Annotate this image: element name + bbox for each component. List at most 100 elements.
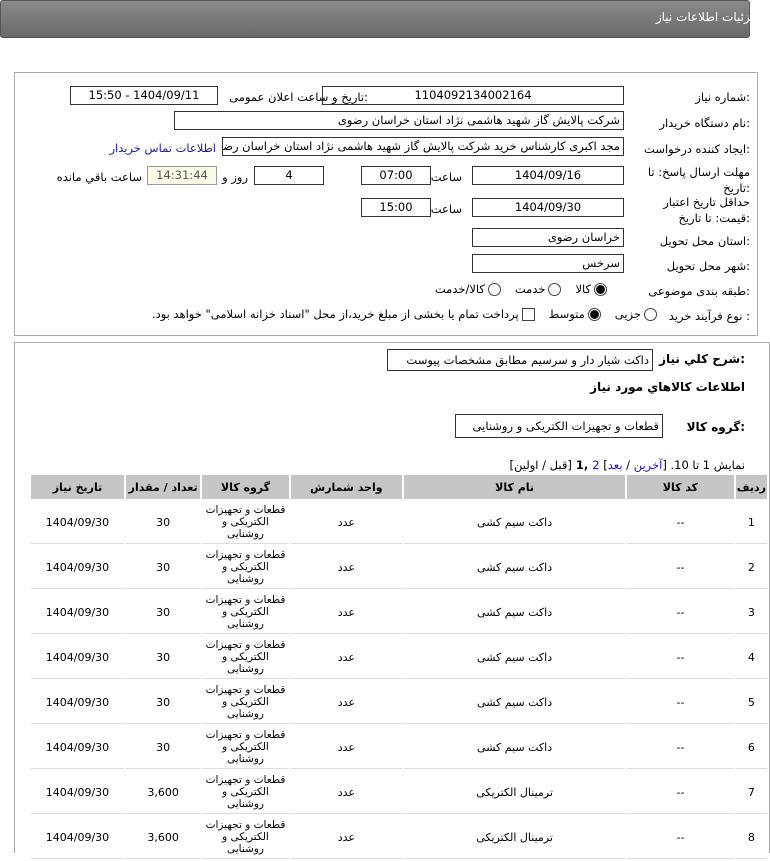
column-header: کد کالا xyxy=(627,475,734,499)
table-cell: قطعات و تجهیزات الکتریکی و روشنایی xyxy=(202,546,289,589)
table-row[interactable]: 5 -- داکت سیم کشی عدد قطعات و تجهیزات الکتری… xyxy=(31,681,767,724)
goods-title: اطلاعات کالاهاي مورد نياز xyxy=(590,380,745,394)
table-cell: عدد xyxy=(290,546,403,589)
remaining-field: 14:31:44 xyxy=(147,166,217,185)
radio-goods[interactable] xyxy=(594,283,607,296)
province-field[interactable]: خراسان رضوی xyxy=(472,228,624,247)
radio-medium[interactable] xyxy=(587,308,601,321)
table-cell: 8 xyxy=(735,816,767,859)
table-cell: 1404/09/30 xyxy=(31,771,124,814)
table-cell: قطعات و تجهیزات الکتریکی و روشنایی xyxy=(202,726,289,769)
pager-close: ] xyxy=(599,458,608,472)
validity-label: حداقل تاریخ اعتبار قیمت: تا تاریخ: xyxy=(663,195,750,225)
table-cell: 1404/09/30 xyxy=(31,636,124,679)
deadline-label: مهلت ارسال پاسخ: تا تاریخ: xyxy=(647,165,750,195)
table-cell: قطعات و تجهیزات الکتریکی و روشنایی xyxy=(202,501,289,544)
process-radio-group: جزیی متوسط پرداخت تمام یا بخشی از مبلغ خ… xyxy=(152,307,660,321)
announce-field[interactable]: 1404/09/11 - 15:50 xyxy=(70,86,218,105)
radio-medium-label: متوسط xyxy=(548,307,585,321)
pager-last-link[interactable]: آخرین xyxy=(633,458,663,472)
column-header: نام کالا xyxy=(404,475,626,499)
table-cell: داکت سیم کشی xyxy=(404,681,626,724)
table-cell: 30 xyxy=(125,591,201,634)
buyer-label: نام دستگاه خریدار: xyxy=(659,116,750,130)
table-cell: داکت سیم کشی xyxy=(404,636,626,679)
table-cell: داکت سیم کشی xyxy=(404,726,626,769)
validity-time-field[interactable]: 15:00 xyxy=(361,198,431,217)
table-cell: -- xyxy=(627,591,734,634)
province-label: استان محل تحویل: xyxy=(659,234,750,248)
table-row[interactable]: 6 -- داکت سیم کشی عدد قطعات و تجهیزات الکتری… xyxy=(31,726,767,769)
table-cell: 30 xyxy=(125,681,201,724)
table-cell: 1 xyxy=(735,501,767,544)
table-cell: قطعات و تجهیزات الکتریکی و روشنایی xyxy=(202,591,289,634)
desc-label: شرح کلي نياز: xyxy=(659,352,745,366)
table-row[interactable]: 2 -- داکت سیم کشی عدد قطعات و تجهیزات الکتری… xyxy=(31,546,767,589)
category-radio-group: کالا خدمت کالا/خدمت xyxy=(435,282,610,296)
column-header: واحد شمارش xyxy=(290,475,403,499)
pager-current-page: ,1 xyxy=(571,458,593,472)
table-cell: 7 xyxy=(735,771,767,814)
payment-note: پرداخت تمام یا بخشی از مبلغ خرید،از محل … xyxy=(151,307,519,321)
time-label-2: ساعت xyxy=(430,202,462,216)
table-cell: داکت سیم کشی xyxy=(404,591,626,634)
days-field[interactable]: 4 xyxy=(254,166,324,185)
table-cell: -- xyxy=(627,726,734,769)
table-cell: 1404/09/30 xyxy=(31,726,124,769)
group-field[interactable]: قطعات و تجهیزات الکتریکی و روشنایی xyxy=(455,414,663,438)
table-header-row: ردیف کد کالا نام کالا واحد شمارش گروه کالا تع… xyxy=(31,475,767,499)
table-row[interactable]: 4 -- داکت سیم کشی عدد قطعات و تجهیزات الکتری… xyxy=(31,636,767,679)
pager-page-2[interactable]: 2 xyxy=(592,458,600,472)
table-cell: 3,600 xyxy=(125,816,201,859)
column-header: ردیف xyxy=(735,475,767,499)
table-cell: 1404/09/30 xyxy=(31,591,124,634)
table-cell: عدد xyxy=(290,501,403,544)
radio-minor[interactable] xyxy=(644,308,657,321)
table-row[interactable]: 7 -- ترمینال الکتریکی عدد قطعات و تجهیزات ال… xyxy=(31,771,767,814)
radio-service[interactable] xyxy=(548,283,562,296)
table-cell: عدد xyxy=(290,771,403,814)
table-cell: 1404/09/30 xyxy=(31,681,124,724)
buyer-field[interactable]: شرکت پالایش گاز شهید هاشمی نژاد استان خر… xyxy=(174,111,624,130)
group-label: گروه کالا: xyxy=(686,420,745,434)
table-cell: عدد xyxy=(290,816,403,859)
table-cell: -- xyxy=(627,501,734,544)
radio-service-label: خدمت xyxy=(514,282,546,296)
radio-goods-service-label: کالا/خدمت xyxy=(434,282,485,296)
table-cell: 30 xyxy=(125,546,201,589)
table-cell: 30 xyxy=(125,726,201,769)
table-cell: 2 xyxy=(735,546,767,589)
table-cell: داکت سیم کشی xyxy=(404,501,626,544)
pager-sep: / xyxy=(622,458,634,472)
radio-goods-service[interactable] xyxy=(487,283,501,296)
deadline-date-field[interactable]: 1404/09/16 xyxy=(472,166,624,185)
table-cell: 1404/09/30 xyxy=(31,501,124,544)
table-cell: 30 xyxy=(125,636,201,679)
table-cell: 1404/09/30 xyxy=(31,546,124,589)
city-field[interactable]: سرخس xyxy=(472,254,624,273)
table-cell: قطعات و تجهیزات الکتریکی و روشنایی xyxy=(202,816,289,859)
table-cell: 3 xyxy=(735,591,767,634)
treasury-checkbox[interactable] xyxy=(521,308,535,321)
table-cell: -- xyxy=(627,681,734,724)
table-cell: قطعات و تجهیزات الکتریکی و روشنایی xyxy=(202,681,289,724)
process-label: نوع فرآیند خرید : xyxy=(668,309,750,323)
table-row[interactable]: 8 -- ترمینال الکتریکی عدد قطعات و تجهیزات ال… xyxy=(31,816,767,859)
table-row[interactable]: 3 -- داکت سیم کشی عدد قطعات و تجهیزات الکتری… xyxy=(31,591,767,634)
creator-field[interactable]: مجد اکبری کارشناس خرید شرکت پالایش گاز ش… xyxy=(222,137,624,156)
table-cell: عدد xyxy=(290,726,403,769)
contact-buyer-link[interactable]: اطلاعات تماس خریدار xyxy=(109,141,216,155)
table-cell: ترمینال الکتریکی xyxy=(404,816,626,859)
page-title: جزئیات اطلاعات نیاز xyxy=(655,10,758,24)
table-cell: -- xyxy=(627,636,734,679)
table-cell: قطعات و تجهیزات الکتریکی و روشنایی xyxy=(202,771,289,814)
deadline-time-field[interactable]: 07:00 xyxy=(361,166,431,185)
pager-next-link[interactable]: بعد xyxy=(607,458,623,472)
goods-table: ردیف کد کالا نام کالا واحد شمارش گروه کالا تع… xyxy=(29,473,769,861)
validity-date-field[interactable]: 1404/09/30 xyxy=(472,198,624,217)
table-row[interactable]: 1 -- داکت سیم کشی عدد قطعات و تجهیزات الکتری… xyxy=(31,501,767,544)
desc-field[interactable]: داکت شیار دار و سرسیم مطابق مشخصات پیوست xyxy=(387,349,653,371)
table-cell: داکت سیم کشی xyxy=(404,546,626,589)
table-cell: 4 xyxy=(735,636,767,679)
need-no-field[interactable]: 1104092134002164 xyxy=(322,86,624,105)
